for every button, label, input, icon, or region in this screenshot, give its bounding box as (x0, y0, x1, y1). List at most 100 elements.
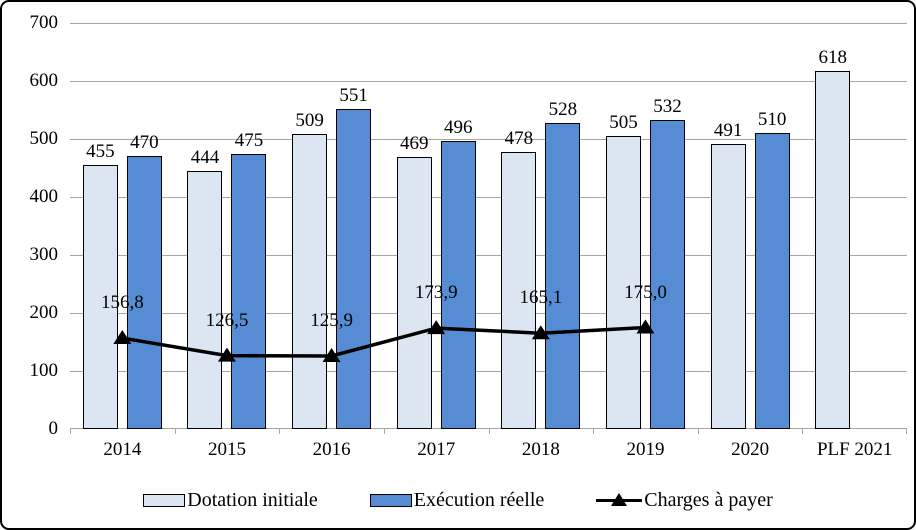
x-axis-tick (593, 429, 594, 434)
category-slot-2015: 444 475 (175, 23, 280, 429)
bar-value-label: 469 (399, 132, 429, 154)
bar-group: 455 470 (82, 132, 162, 429)
category-slot-2018: 478 528 (489, 23, 594, 429)
plot-area: 455 470 444 475 509 551 469 496 478 528 505 532 491 5… (70, 23, 907, 434)
y-axis-label: 200 (29, 302, 59, 323)
y-axis-label: 700 (29, 12, 59, 33)
bar-value-label: 509 (295, 109, 324, 131)
bar-group: 509 551 (292, 85, 372, 429)
bar-ex-cution-r-elle-2015: 475 (231, 130, 267, 429)
bar-series-layer: 455 470 444 475 509 551 469 496 478 528 505 532 491 5… (70, 23, 907, 429)
x-axis-label-2019: 2019 (626, 439, 665, 460)
bar-dotation-initiale-plf-2021: 618 (815, 47, 851, 429)
legend-label: Charges à payer (644, 489, 773, 511)
category-slot-2014: 455 470 (70, 23, 175, 429)
y-axis-label: 100 (29, 360, 59, 381)
charges-value-label: 173,9 (414, 282, 458, 304)
bar-dotation-initiale-2014: 455 (82, 141, 118, 429)
bar-value-label: 618 (818, 46, 847, 68)
bar-value-label: 470 (130, 132, 159, 154)
gridline-400 (70, 197, 907, 198)
bar-value-label: 551 (339, 85, 368, 107)
category-slot-PLF 2021: 618 (802, 23, 907, 429)
charges-value-label: 175,0 (624, 281, 667, 303)
bar-ex-cution-r-elle-2020: 510 (754, 109, 790, 429)
x-axis-label-2016: 2016 (312, 439, 351, 460)
bar-value-label: 475 (234, 129, 264, 151)
legend-item-charges-a-payer: Charges à payer (596, 488, 773, 512)
bar-group: 491 510 (710, 109, 790, 429)
legend-line-marker-icon (596, 493, 643, 507)
bar-dotation-initiale-2020: 491 (710, 120, 746, 429)
x-axis-tick (489, 429, 490, 434)
gridline-100 (70, 371, 907, 372)
charges-value-label: 156,8 (100, 292, 144, 314)
x-axis-tick (906, 429, 907, 434)
legend: Dotation initiale Exécution réelle Charg… (2, 488, 914, 512)
bar-ex-cution-r-elle-2016: 551 (336, 85, 372, 429)
gridline-200 (70, 313, 907, 314)
x-axis-tick (175, 429, 176, 434)
x-axis-label-plf-2021: PLF 2021 (816, 439, 893, 460)
x-axis-tick (70, 429, 71, 434)
category-slot-2019: 505 532 (593, 23, 698, 429)
bar-value-label: 510 (757, 109, 787, 131)
bar-dotation-initiale-2015: 444 (187, 147, 223, 429)
bar-value-label: 528 (548, 98, 578, 120)
bar-value-label: 491 (713, 120, 743, 142)
bar-dotation-initiale-2017: 469 (396, 133, 432, 429)
y-axis: 0 100 200 300 400 500 600 700 (2, 12, 59, 439)
legend-label: Exécution réelle (413, 489, 545, 511)
bar-group: 478 528 (501, 99, 581, 429)
y-axis-label: 0 (48, 418, 59, 439)
legend-swatch-execution-icon (369, 493, 412, 507)
bar-group: 469 496 (396, 117, 476, 429)
bar-group: 444 475 (187, 130, 267, 429)
y-axis-label: 500 (29, 128, 59, 149)
category-slot-2016: 509 551 (279, 23, 384, 429)
charges-value-label: 165,1 (519, 287, 563, 309)
bar-group: 618 (815, 47, 894, 429)
category-slot-2017: 469 496 (384, 23, 489, 429)
gridline-300 (70, 255, 907, 256)
x-axis-tick (279, 429, 280, 434)
x-axis-labels: 2014 2015 2016 2017 2018 2019 2020 PLF 2021 (70, 438, 907, 462)
bar-ex-cution-r-elle-2014: 470 (126, 132, 162, 429)
bar-dotation-initiale-2016: 509 (292, 110, 328, 429)
bar-value-label: 532 (653, 96, 682, 118)
gridline-600 (70, 81, 907, 82)
x-axis-label-2015: 2015 (207, 439, 246, 460)
bar-dotation-initiale-2019: 505 (605, 112, 641, 429)
x-axis-label-2014: 2014 (103, 439, 142, 460)
bar-value-label: 455 (86, 141, 115, 163)
legend-item-execution-reelle: Exécution réelle (369, 488, 545, 512)
bar-value-label: 505 (609, 112, 638, 134)
y-axis-label: 400 (29, 186, 59, 207)
charges-value-label: 125,9 (310, 309, 353, 331)
category-slot-2020: 491 510 (698, 23, 803, 429)
x-axis-label-2020: 2020 (731, 439, 770, 460)
x-axis-label-2018: 2018 (521, 439, 560, 460)
bar-group: 505 532 (605, 96, 685, 429)
bar-ex-cution-r-elle-2019: 532 (649, 96, 685, 429)
x-axis-tick (802, 429, 803, 434)
x-axis-tick (698, 429, 699, 434)
gridline-700 (70, 23, 907, 24)
y-axis-label: 600 (29, 70, 59, 91)
bar-value-label: 444 (190, 147, 220, 169)
legend-swatch-dotation-icon (143, 493, 186, 507)
x-axis-label-2017: 2017 (417, 439, 456, 460)
bar-dotation-initiale-2018: 478 (501, 128, 537, 429)
bar-value-label: 478 (504, 127, 534, 149)
bar-ex-cution-r-elle-2017: 496 (440, 117, 476, 429)
bar-ex-cution-r-elle-2018: 528 (545, 99, 581, 429)
bar-value-label: 496 (443, 117, 473, 139)
charges-value-label: 126,5 (205, 309, 249, 331)
x-axis-tick (384, 429, 385, 434)
legend-label: Dotation initiale (187, 489, 318, 511)
y-axis-label: 300 (29, 244, 59, 265)
gridline-500 (70, 139, 907, 140)
gridline-0 (70, 428, 907, 429)
legend-item-dotation-initiale: Dotation initiale (143, 488, 318, 512)
